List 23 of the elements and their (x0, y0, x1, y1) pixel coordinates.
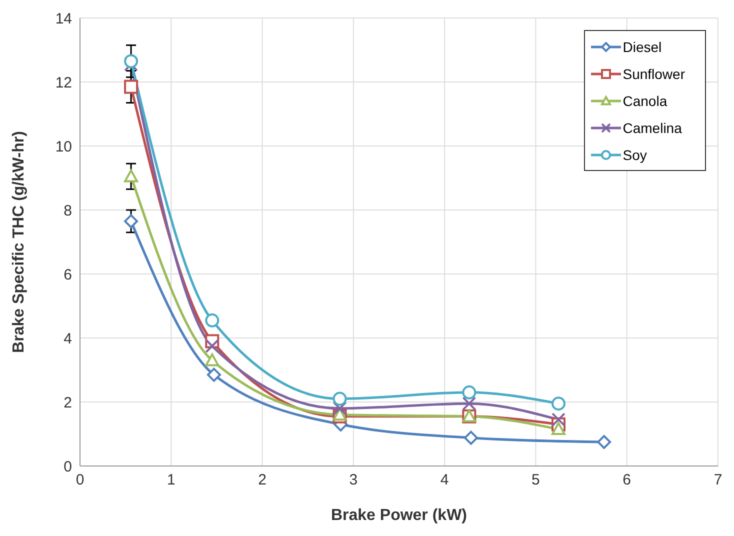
legend-label: Camelina (622, 120, 682, 136)
x-tick-label: 7 (714, 472, 722, 489)
y-tick-label: 0 (64, 458, 72, 476)
y-tick-label: 8 (64, 202, 72, 220)
y-tick-label: 10 (55, 138, 72, 156)
y-tick-label: 14 (55, 10, 72, 28)
x-axis-title: Brake Power (kW) (330, 507, 468, 524)
y-tick-label: 6 (64, 266, 72, 284)
legend-label: Canola (622, 92, 668, 108)
y-tick-label: 2 (64, 394, 72, 412)
x-tick-label: 5 (532, 472, 540, 489)
legend-label: Diesel (622, 38, 662, 54)
y-axis-title: Brake Specific THC (g/kW-hr) (10, 131, 28, 353)
legend-label: Sunflower (622, 66, 685, 82)
x-tick-label: 0 (76, 472, 84, 489)
x-tick-label: 3 (349, 472, 358, 489)
x-tick-label: 6 (622, 472, 632, 489)
x-tick-label: 4 (440, 472, 449, 489)
y-tick-label: 4 (64, 330, 72, 348)
legend-label: Soy (622, 146, 647, 162)
y-tick-label: 12 (55, 74, 72, 92)
x-tick-label: 1 (166, 472, 176, 489)
x-tick-label: 2 (258, 472, 266, 489)
